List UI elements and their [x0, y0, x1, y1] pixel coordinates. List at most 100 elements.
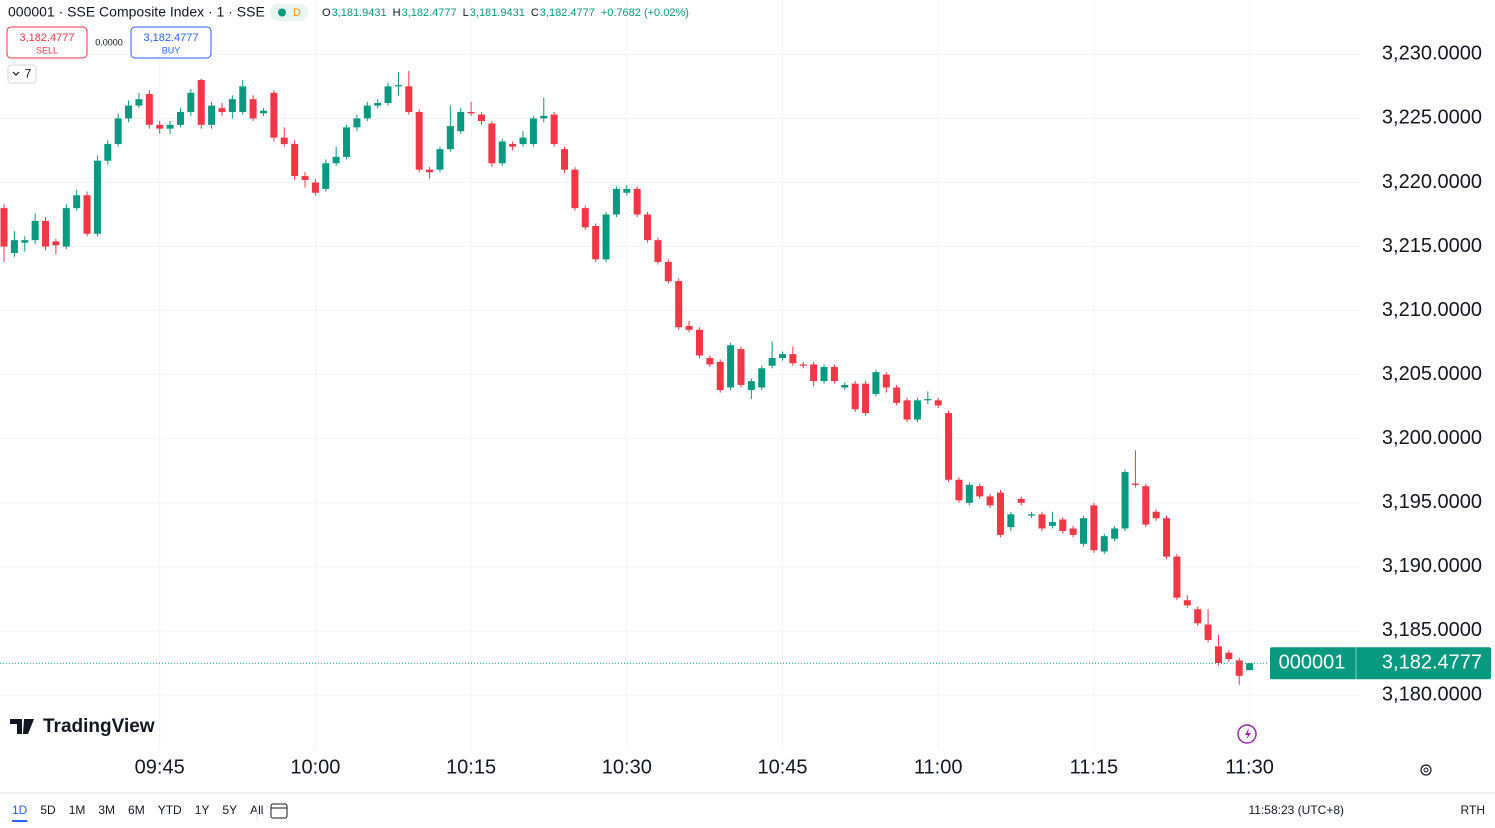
sell-button[interactable] [6, 26, 88, 59]
candle-body [675, 281, 683, 328]
candle-body [924, 399, 932, 401]
candle-body [384, 86, 392, 104]
candle-body [1235, 660, 1243, 676]
range-button[interactable]: YTD [158, 803, 182, 817]
candle-body [893, 387, 901, 403]
lightning [1245, 728, 1251, 740]
candle-body [561, 149, 569, 170]
candle-body [249, 99, 257, 119]
candle-body [291, 144, 299, 177]
candle-body [1194, 609, 1202, 624]
legend-value: 3,181.9431 [470, 7, 525, 19]
range-button[interactable]: 3M [98, 803, 115, 817]
legend-value: 3,182.4777 [402, 7, 457, 19]
candle-body [644, 214, 652, 241]
candle-body [228, 99, 236, 113]
settings-icon[interactable] [1420, 764, 1432, 776]
candle-body [862, 383, 870, 414]
candle-body [343, 127, 351, 157]
x-tick-label: 10:15 [446, 756, 496, 778]
candle-body [394, 85, 402, 87]
legend-key: L [463, 7, 469, 19]
candle-body [1028, 514, 1036, 516]
legend-change: +0.7682 (+0.02%) [601, 7, 689, 19]
candle-body [1142, 486, 1150, 525]
session[interactable]: RTH [1461, 803, 1485, 817]
candle-body [156, 124, 164, 129]
candle-body [73, 195, 81, 209]
symbol-title[interactable]: 000001 · SSE Composite Index · 1 · SSE [8, 4, 265, 20]
candle-body [1111, 528, 1119, 539]
buy-price: 3,182.4777 [143, 32, 198, 44]
candle-body [664, 261, 672, 282]
x-tick-label: 10:30 [602, 756, 652, 778]
candle-body [1080, 518, 1088, 544]
buy-button[interactable] [130, 26, 212, 59]
range-button[interactable]: 1M [69, 803, 86, 817]
candle-body [830, 366, 838, 382]
range-button[interactable]: 5D [40, 803, 56, 817]
y-tick-label: 3,190.0000 [1382, 555, 1482, 577]
candle-body [1121, 472, 1129, 529]
range-button[interactable]: 6M [128, 803, 145, 817]
candle-body [270, 92, 278, 138]
candle-body [602, 214, 610, 260]
candle-body [31, 220, 39, 241]
candle-body [218, 108, 226, 113]
candle-body [727, 345, 735, 388]
last-price-label: 3,182.4777 [1382, 652, 1482, 674]
candle-body [311, 182, 319, 193]
range-button[interactable]: 1Y [195, 803, 210, 817]
candle-body [62, 208, 70, 247]
y-tick-label: 3,205.0000 [1382, 363, 1482, 385]
candle-body [706, 358, 714, 365]
range-button[interactable]: 1D [12, 803, 28, 817]
candle-body [550, 114, 558, 145]
legend-value: 3,182.4777 [540, 7, 595, 19]
candle-body [353, 118, 361, 128]
candle-body [986, 496, 994, 506]
candle-body [623, 188, 631, 193]
candle-body [612, 188, 620, 215]
legend-key: C [531, 7, 539, 19]
events-icon[interactable] [1237, 724, 1257, 744]
candle-body [415, 112, 423, 170]
candle-body [363, 105, 371, 119]
x-tick-label: 11:00 [914, 756, 963, 778]
candle-body [913, 400, 921, 420]
calendar-icon[interactable] [270, 803, 288, 819]
legend-value: 3,181.9431 [332, 7, 387, 19]
candle-body [1017, 498, 1025, 503]
candle-body [1183, 600, 1191, 606]
candle-body [10, 240, 18, 253]
candle-body [208, 105, 216, 125]
candle-body [197, 79, 205, 125]
x-tick-label: 10:45 [757, 756, 807, 778]
candle-body [135, 99, 143, 106]
candle-body [810, 364, 818, 382]
sell-label: SELL [36, 45, 58, 55]
y-tick-label: 3,220.0000 [1382, 171, 1482, 193]
candle-body [446, 126, 454, 150]
candle-body [467, 112, 475, 114]
candle-body [934, 400, 942, 406]
spread: 0.0000 [95, 37, 123, 47]
candle-body [1214, 646, 1222, 663]
candle-body [260, 110, 267, 114]
candle-body [1048, 522, 1056, 526]
candle-body [21, 240, 29, 243]
candle-body [747, 381, 755, 391]
x-tick-label: 11:30 [1225, 756, 1274, 778]
candle-body [1204, 624, 1212, 640]
candle-body [426, 169, 434, 173]
status-badge [270, 4, 308, 21]
candle-body [519, 137, 527, 145]
indicator-count: 7 [25, 67, 32, 81]
candle-body [1173, 556, 1181, 598]
candle-body [83, 195, 91, 234]
candle-body [581, 208, 589, 228]
range-button[interactable]: 5Y [222, 803, 237, 817]
candle-body [851, 383, 859, 410]
brand: TradingView [43, 716, 155, 737]
indicator-toggle[interactable] [7, 64, 37, 84]
